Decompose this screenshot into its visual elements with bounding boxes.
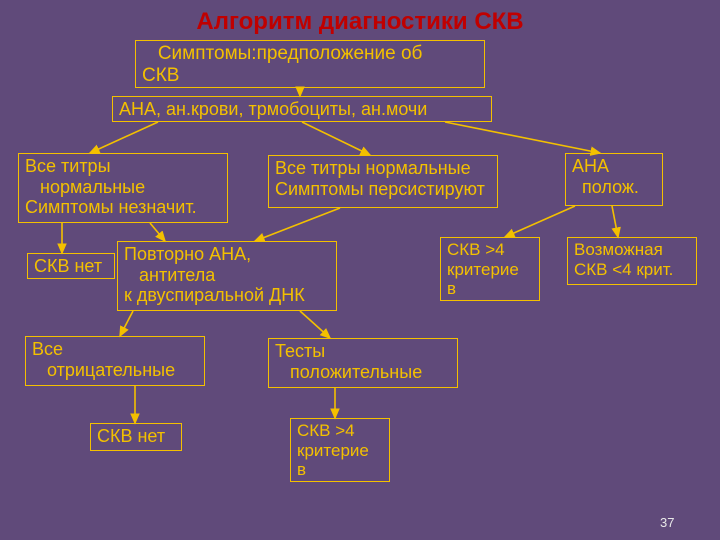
flow-edge-n2-n3 bbox=[90, 122, 158, 153]
flow-edge-n7-n10 bbox=[120, 311, 133, 336]
flow-node-text: СКВ <4 крит. bbox=[574, 260, 690, 280]
flow-node-n12: СКВ нет bbox=[90, 423, 182, 451]
flow-node-n5: АНА полож. bbox=[565, 153, 663, 206]
flow-node-text: в bbox=[297, 460, 383, 480]
flow-node-text: АНА bbox=[572, 156, 656, 177]
flow-edge-n2-n5 bbox=[445, 122, 600, 153]
flow-node-text: к двуспиральной ДНК bbox=[124, 285, 330, 306]
flow-node-text: в bbox=[447, 279, 533, 299]
flow-edge-n7-n11 bbox=[300, 311, 330, 338]
flow-edge-n3-n7 bbox=[150, 223, 165, 241]
flow-node-text: отрицательные bbox=[32, 360, 198, 381]
flow-node-n11: Тесты положительные bbox=[268, 338, 458, 388]
flow-node-text: СКВ bbox=[142, 65, 478, 87]
flow-node-text: Повторно АНА, bbox=[124, 244, 330, 265]
flow-node-n13: СКВ >4критериев bbox=[290, 418, 390, 482]
flow-node-n8: СКВ >4критериев bbox=[440, 237, 540, 301]
flow-node-text: СКВ >4 bbox=[447, 240, 533, 260]
flow-edge-n5-n8 bbox=[505, 206, 575, 237]
flow-node-text: СКВ >4 bbox=[297, 421, 383, 441]
flow-node-text: критерие bbox=[447, 260, 533, 280]
flow-edge-n4-n7 bbox=[255, 208, 340, 241]
flow-node-text: СКВ нет bbox=[34, 256, 108, 277]
flow-node-text: АНА, ан.крови, трмобоциты, ан.мочи bbox=[119, 99, 485, 120]
flow-node-text: Все bbox=[32, 339, 198, 360]
flow-node-text: критерие bbox=[297, 441, 383, 461]
flow-node-text: Симптомы персистируют bbox=[275, 179, 491, 200]
diagram-title: Алгоритм диагностики СКВ bbox=[0, 8, 720, 36]
flow-node-text: Возможная bbox=[574, 240, 690, 260]
flow-node-n9: ВозможнаяСКВ <4 крит. bbox=[567, 237, 697, 285]
flow-node-text: Все титры нормальные bbox=[275, 158, 491, 179]
flow-node-text: полож. bbox=[572, 177, 656, 198]
flow-node-n4: Все титры нормальныеСимптомы персистирую… bbox=[268, 155, 498, 208]
flow-node-n3: Все титры нормальныеСимптомы незначит. bbox=[18, 153, 228, 223]
flow-node-n7: Повторно АНА, антителак двуспиральной ДН… bbox=[117, 241, 337, 311]
flow-node-text: положительные bbox=[275, 362, 451, 383]
flow-node-text: Симптомы:предположение об bbox=[142, 43, 478, 65]
page-number: 37 bbox=[660, 515, 674, 530]
flow-node-n2: АНА, ан.крови, трмобоциты, ан.мочи bbox=[112, 96, 492, 122]
flow-node-text: Все титры bbox=[25, 156, 221, 177]
flow-node-text: нормальные bbox=[25, 177, 221, 198]
flow-node-n10: Все отрицательные bbox=[25, 336, 205, 386]
flow-node-n1: Симптомы:предположение обСКВ bbox=[135, 40, 485, 88]
flow-node-text: антитела bbox=[124, 265, 330, 286]
flow-node-text: Тесты bbox=[275, 341, 451, 362]
flow-node-n6: СКВ нет bbox=[27, 253, 115, 279]
flow-node-text: СКВ нет bbox=[97, 426, 175, 447]
flow-node-text: Симптомы незначит. bbox=[25, 197, 221, 218]
flow-edge-n5-n9 bbox=[612, 206, 618, 237]
flow-edge-n2-n4 bbox=[302, 122, 370, 155]
